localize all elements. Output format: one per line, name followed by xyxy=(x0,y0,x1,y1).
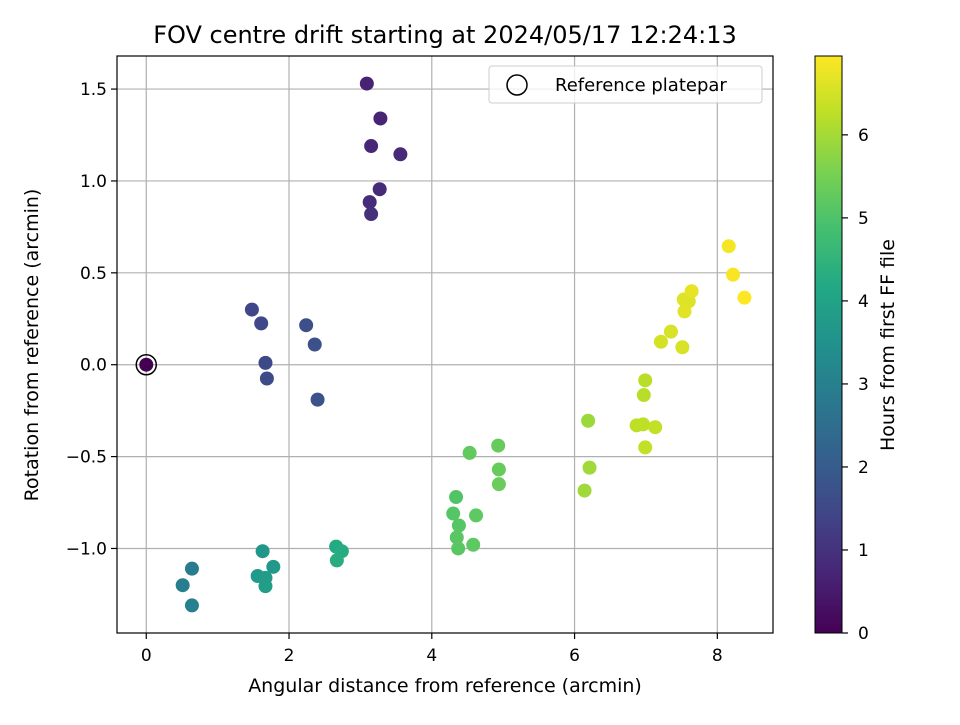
colorbar-tick-label: 2 xyxy=(858,458,869,478)
data-point xyxy=(299,318,314,333)
colorbar-tick-label: 3 xyxy=(858,375,869,395)
data-point xyxy=(258,355,273,370)
x-tick-label: 4 xyxy=(426,646,437,666)
data-point xyxy=(244,302,259,317)
x-tick-label: 2 xyxy=(284,646,295,666)
data-point xyxy=(184,598,199,613)
data-point xyxy=(364,139,379,154)
data-point xyxy=(737,290,752,305)
data-point xyxy=(677,304,692,319)
x-tick-label: 0 xyxy=(141,646,152,666)
legend: Reference platepar xyxy=(488,65,763,104)
data-point xyxy=(259,371,274,386)
data-point xyxy=(310,392,325,407)
legend-label: Reference platepar xyxy=(555,75,727,96)
y-tick-label: 0.5 xyxy=(80,264,107,284)
data-point xyxy=(307,337,322,352)
data-point xyxy=(648,420,663,435)
data-point xyxy=(266,559,281,574)
reference-point-marker xyxy=(135,353,158,376)
data-points xyxy=(139,76,752,613)
data-point xyxy=(372,182,387,197)
data-point xyxy=(451,541,466,556)
data-point xyxy=(329,553,344,568)
colorbar-tick-label: 1 xyxy=(858,541,869,561)
colorbar-ticks: 0 1 2 3 4 5 6 xyxy=(842,126,869,644)
y-tick-label: −1.0 xyxy=(66,539,107,559)
data-point xyxy=(582,460,597,475)
colorbar-tick-label: 0 xyxy=(858,624,869,644)
data-point xyxy=(663,324,678,339)
data-point xyxy=(491,462,506,477)
y-tick-label: 1.5 xyxy=(80,80,107,100)
x-tick-label: 8 xyxy=(712,646,723,666)
data-point xyxy=(638,440,653,455)
colorbar-gradient xyxy=(815,56,842,633)
data-point xyxy=(636,388,651,403)
data-point xyxy=(581,413,596,428)
data-point xyxy=(653,334,668,349)
data-point xyxy=(184,561,199,576)
data-point xyxy=(675,340,690,355)
data-point xyxy=(638,373,653,388)
reference-marker xyxy=(135,353,158,376)
data-point xyxy=(684,284,699,299)
data-point xyxy=(175,578,190,593)
x-axis-label: Angular distance from reference (arcmin) xyxy=(248,675,642,697)
y-axis-label: Rotation from reference (arcmin) xyxy=(21,189,43,502)
data-point xyxy=(462,445,477,460)
data-point xyxy=(449,530,464,545)
colorbar-tick-label: 4 xyxy=(858,292,869,312)
x-axis-ticks: 0 2 4 6 8 xyxy=(141,633,723,666)
data-point xyxy=(373,111,388,126)
data-point xyxy=(139,357,154,372)
x-tick-label: 6 xyxy=(569,646,580,666)
data-point xyxy=(469,508,484,523)
data-point xyxy=(362,195,377,210)
data-point xyxy=(255,544,270,559)
grid-lines xyxy=(117,56,773,633)
data-point xyxy=(491,438,506,453)
data-point xyxy=(636,417,651,432)
legend-reference-marker xyxy=(506,74,528,96)
data-point xyxy=(364,207,379,222)
colorbar: 0 1 2 3 4 5 6 Hours from first FF file xyxy=(814,55,899,644)
data-point xyxy=(393,147,408,162)
data-point xyxy=(466,537,481,552)
legend-box xyxy=(488,65,763,104)
data-point xyxy=(451,518,466,533)
colorbar-tick-label: 6 xyxy=(858,126,869,146)
colorbar-label: Hours from first FF file xyxy=(877,239,899,451)
data-point xyxy=(721,239,736,254)
data-point xyxy=(577,483,592,498)
data-point xyxy=(449,490,464,505)
data-point xyxy=(359,76,374,91)
data-point xyxy=(491,477,506,492)
chart-title: FOV centre drift starting at 2024/05/17 … xyxy=(153,21,737,49)
y-tick-label: 0.0 xyxy=(80,356,107,376)
colorbar-tick-label: 5 xyxy=(858,209,869,229)
colorbar-frame xyxy=(814,55,843,634)
y-tick-label: 1.0 xyxy=(80,172,107,192)
data-point xyxy=(446,506,461,521)
y-tick-label: −0.5 xyxy=(66,448,107,468)
plot-frame xyxy=(116,55,774,634)
data-point xyxy=(726,267,741,282)
data-point xyxy=(254,316,269,331)
y-axis-ticks: −1.0 −0.5 0.0 0.5 1.0 1.5 xyxy=(66,80,117,559)
data-point xyxy=(258,579,273,594)
